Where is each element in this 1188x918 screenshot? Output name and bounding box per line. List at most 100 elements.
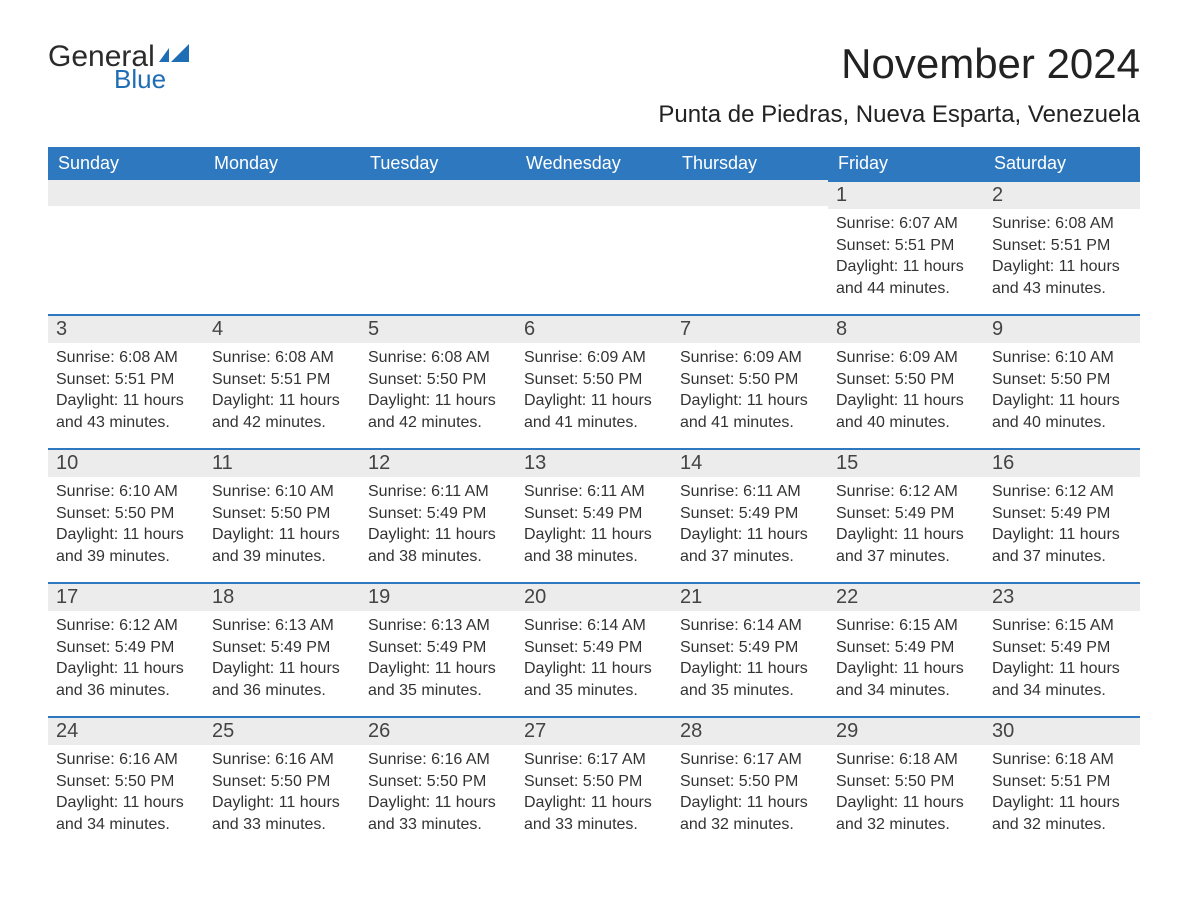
empty-day-bar [516, 180, 672, 206]
daylight-line: Daylight: 11 hours and 32 minutes. [992, 792, 1132, 835]
daylight-line: Daylight: 11 hours and 38 minutes. [524, 524, 664, 567]
daylight-line: Daylight: 11 hours and 36 minutes. [56, 658, 196, 701]
day-number: 2 [984, 180, 1140, 209]
daylight-line: Daylight: 11 hours and 32 minutes. [836, 792, 976, 835]
day-number: 24 [48, 716, 204, 745]
sunrise-line: Sunrise: 6:16 AM [56, 749, 196, 771]
weekday-header: Monday [204, 147, 360, 180]
daylight-line: Daylight: 11 hours and 34 minutes. [56, 792, 196, 835]
day-number: 22 [828, 582, 984, 611]
day-details: Sunrise: 6:08 AMSunset: 5:50 PMDaylight:… [360, 343, 516, 439]
day-details: Sunrise: 6:08 AMSunset: 5:51 PMDaylight:… [48, 343, 204, 439]
day-details: Sunrise: 6:14 AMSunset: 5:49 PMDaylight:… [672, 611, 828, 707]
sunrise-line: Sunrise: 6:16 AM [212, 749, 352, 771]
sunset-line: Sunset: 5:49 PM [524, 637, 664, 659]
sunset-line: Sunset: 5:50 PM [680, 369, 820, 391]
calendar-cell: 2Sunrise: 6:08 AMSunset: 5:51 PMDaylight… [984, 180, 1140, 314]
calendar-cell: 23Sunrise: 6:15 AMSunset: 5:49 PMDayligh… [984, 582, 1140, 716]
logo: General Blue [48, 40, 189, 95]
day-number: 15 [828, 448, 984, 477]
sunrise-line: Sunrise: 6:09 AM [836, 347, 976, 369]
daylight-line: Daylight: 11 hours and 40 minutes. [992, 390, 1132, 433]
sunset-line: Sunset: 5:50 PM [212, 771, 352, 793]
day-details: Sunrise: 6:10 AMSunset: 5:50 PMDaylight:… [984, 343, 1140, 439]
daylight-line: Daylight: 11 hours and 42 minutes. [212, 390, 352, 433]
day-number: 9 [984, 314, 1140, 343]
day-details: Sunrise: 6:07 AMSunset: 5:51 PMDaylight:… [828, 209, 984, 305]
day-number: 6 [516, 314, 672, 343]
sunset-line: Sunset: 5:50 PM [212, 503, 352, 525]
daylight-line: Daylight: 11 hours and 43 minutes. [56, 390, 196, 433]
calendar-cell [204, 180, 360, 314]
sunset-line: Sunset: 5:50 PM [992, 369, 1132, 391]
sunset-line: Sunset: 5:51 PM [212, 369, 352, 391]
sunset-line: Sunset: 5:49 PM [992, 637, 1132, 659]
calendar-cell: 18Sunrise: 6:13 AMSunset: 5:49 PMDayligh… [204, 582, 360, 716]
daylight-line: Daylight: 11 hours and 32 minutes. [680, 792, 820, 835]
day-details: Sunrise: 6:18 AMSunset: 5:51 PMDaylight:… [984, 745, 1140, 841]
day-details: Sunrise: 6:16 AMSunset: 5:50 PMDaylight:… [204, 745, 360, 841]
calendar-cell [360, 180, 516, 314]
day-number: 23 [984, 582, 1140, 611]
calendar-cell: 12Sunrise: 6:11 AMSunset: 5:49 PMDayligh… [360, 448, 516, 582]
calendar-cell: 4Sunrise: 6:08 AMSunset: 5:51 PMDaylight… [204, 314, 360, 448]
sunrise-line: Sunrise: 6:10 AM [56, 481, 196, 503]
sunrise-line: Sunrise: 6:07 AM [836, 213, 976, 235]
day-details: Sunrise: 6:17 AMSunset: 5:50 PMDaylight:… [672, 745, 828, 841]
calendar-cell: 5Sunrise: 6:08 AMSunset: 5:50 PMDaylight… [360, 314, 516, 448]
day-details: Sunrise: 6:10 AMSunset: 5:50 PMDaylight:… [204, 477, 360, 573]
calendar-cell: 6 Sunrise: 6:09 AMSunset: 5:50 PMDaylight… [516, 314, 672, 448]
calendar-cell [516, 180, 672, 314]
day-details: Sunrise: 6:08 AMSunset: 5:51 PMDaylight:… [984, 209, 1140, 305]
sunrise-line: Sunrise: 6:15 AM [992, 615, 1132, 637]
day-details: Sunrise: 6:18 AMSunset: 5:50 PMDaylight:… [828, 745, 984, 841]
sunrise-line: Sunrise: 6:11 AM [368, 481, 508, 503]
calendar-cell: 30Sunrise: 6:18 AMSunset: 5:51 PMDayligh… [984, 716, 1140, 850]
sunset-line: Sunset: 5:49 PM [680, 637, 820, 659]
sunrise-line: Sunrise: 6:12 AM [992, 481, 1132, 503]
sunrise-line: Sunrise: 6:11 AM [524, 481, 664, 503]
sunrise-line: Sunrise: 6:09 AM [524, 347, 664, 369]
calendar-cell: 15Sunrise: 6:12 AMSunset: 5:49 PMDayligh… [828, 448, 984, 582]
calendar-week-row: 1Sunrise: 6:07 AMSunset: 5:51 PMDaylight… [48, 180, 1140, 314]
day-number: 8 [828, 314, 984, 343]
day-number: 28 [672, 716, 828, 745]
day-details: Sunrise: 6:15 AMSunset: 5:49 PMDaylight:… [828, 611, 984, 707]
calendar-cell: 25Sunrise: 6:16 AMSunset: 5:50 PMDayligh… [204, 716, 360, 850]
sunrise-line: Sunrise: 6:17 AM [524, 749, 664, 771]
day-details: Sunrise: 6:11 AMSunset: 5:49 PMDaylight:… [360, 477, 516, 573]
day-details: Sunrise: 6:12 AMSunset: 5:49 PMDaylight:… [828, 477, 984, 573]
calendar-cell: 22Sunrise: 6:15 AMSunset: 5:49 PMDayligh… [828, 582, 984, 716]
weekday-header: Wednesday [516, 147, 672, 180]
sunrise-line: Sunrise: 6:08 AM [56, 347, 196, 369]
sunset-line: Sunset: 5:49 PM [680, 503, 820, 525]
daylight-line: Daylight: 11 hours and 35 minutes. [368, 658, 508, 701]
logo-word-blue: Blue [114, 64, 166, 95]
sunrise-line: Sunrise: 6:09 AM [680, 347, 820, 369]
daylight-line: Daylight: 11 hours and 41 minutes. [524, 390, 664, 433]
sunrise-line: Sunrise: 6:10 AM [212, 481, 352, 503]
sunset-line: Sunset: 5:51 PM [992, 771, 1132, 793]
daylight-line: Daylight: 11 hours and 39 minutes. [56, 524, 196, 567]
sunset-line: Sunset: 5:51 PM [56, 369, 196, 391]
daylight-line: Daylight: 11 hours and 33 minutes. [368, 792, 508, 835]
day-details: Sunrise: 6:16 AMSunset: 5:50 PMDaylight:… [360, 745, 516, 841]
calendar-cell: 17Sunrise: 6:12 AMSunset: 5:49 PMDayligh… [48, 582, 204, 716]
day-details: Sunrise: 6:12 AMSunset: 5:49 PMDaylight:… [984, 477, 1140, 573]
calendar-cell: 14Sunrise: 6:11 AMSunset: 5:49 PMDayligh… [672, 448, 828, 582]
calendar-week-row: 3Sunrise: 6:08 AMSunset: 5:51 PMDaylight… [48, 314, 1140, 448]
sunrise-line: Sunrise: 6:18 AM [836, 749, 976, 771]
sunrise-line: Sunrise: 6:13 AM [212, 615, 352, 637]
day-number: 12 [360, 448, 516, 477]
day-details: Sunrise: 6:09 AMSunset: 5:50 PMDaylight:… [828, 343, 984, 439]
day-details: Sunrise: 6:11 AMSunset: 5:49 PMDaylight:… [672, 477, 828, 573]
sunset-line: Sunset: 5:50 PM [524, 369, 664, 391]
empty-day-bar [204, 180, 360, 206]
calendar-cell: 26Sunrise: 6:16 AMSunset: 5:50 PMDayligh… [360, 716, 516, 850]
empty-day-bar [360, 180, 516, 206]
calendar-cell [672, 180, 828, 314]
sunset-line: Sunset: 5:50 PM [836, 369, 976, 391]
day-number: 27 [516, 716, 672, 745]
daylight-line: Daylight: 11 hours and 36 minutes. [212, 658, 352, 701]
daylight-line: Daylight: 11 hours and 41 minutes. [680, 390, 820, 433]
